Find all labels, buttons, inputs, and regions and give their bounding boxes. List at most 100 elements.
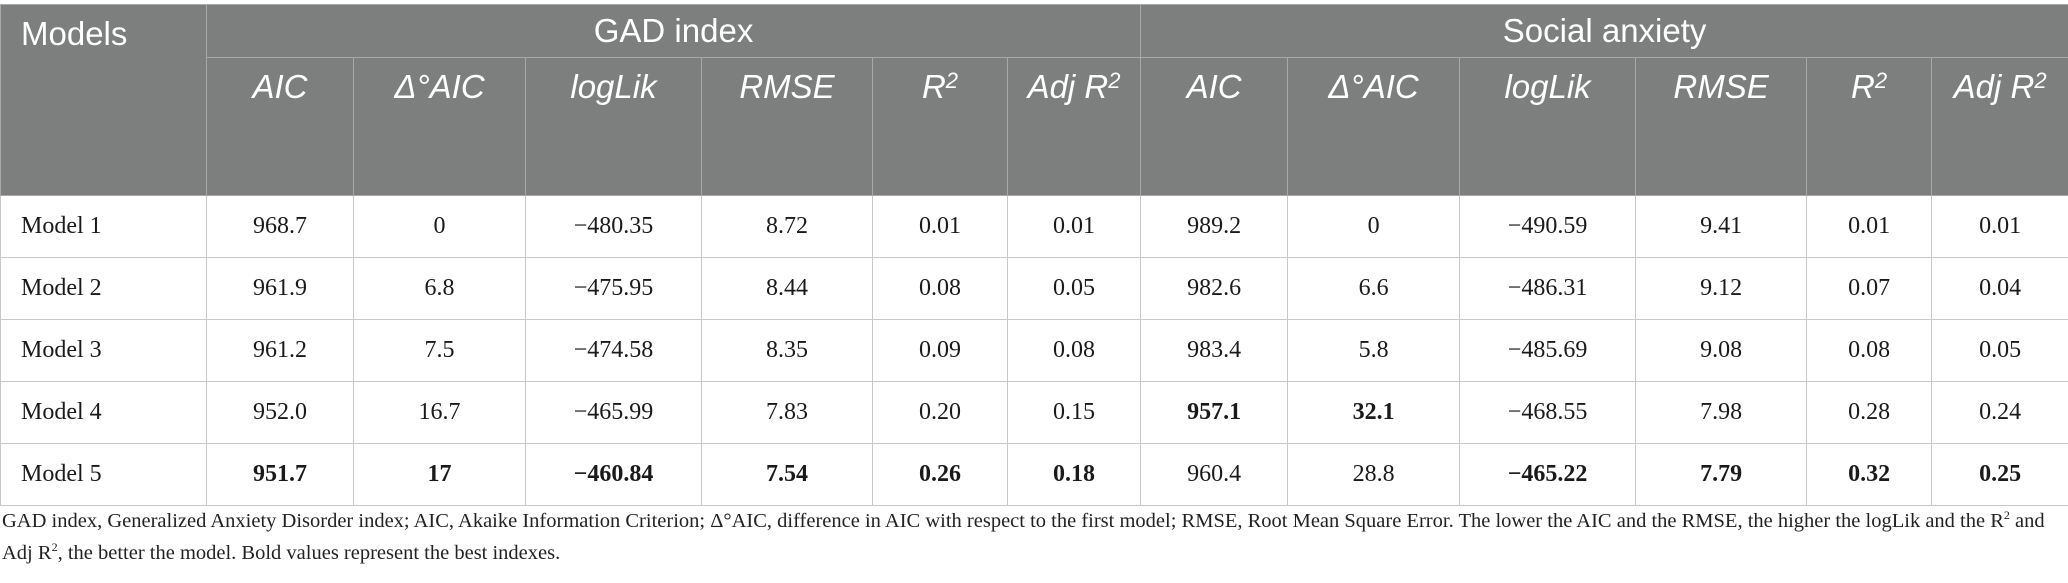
footnote-text-3: , the better the model. Bold values repr…: [57, 542, 561, 564]
footnote-text-1: GAD index, Generalized Anxiety Disorder …: [2, 510, 2004, 532]
value-cell: 17: [353, 443, 526, 506]
table-footnote: GAD index, Generalized Anxiety Disorder …: [2, 505, 2062, 569]
footnote-superscript-1: 2: [2003, 508, 2010, 522]
metric-header-social: R2: [1806, 57, 1933, 196]
table-row: Model 2 961.9 6.8 −475.95 8.44 0.08 0.05 982.6 6…: [0, 257, 2068, 320]
value-cell: 16.7: [353, 381, 526, 444]
metric-header-gad: RMSE: [701, 57, 873, 196]
value-cell: −474.58: [525, 319, 702, 382]
metric-header-label: RMSE: [1673, 68, 1769, 105]
value-cell: −465.22: [1459, 443, 1637, 506]
metric-header-gad: Δ°AIC: [353, 57, 526, 196]
footnote-superscript-2: 2: [51, 540, 58, 554]
value-cell: 6.6: [1287, 257, 1461, 320]
value-cell: 0.08: [872, 257, 1008, 320]
metric-header-superscript: 2: [1108, 68, 1121, 93]
model-name-cell: Model 4: [0, 381, 207, 444]
models-column-header: Models: [0, 4, 207, 196]
metric-header-label: AIC: [1186, 68, 1242, 105]
metric-header-label: AIC: [252, 68, 308, 105]
value-cell: 952.0: [206, 381, 354, 444]
value-cell: −475.95: [525, 257, 702, 320]
value-cell: 0.26: [872, 443, 1008, 506]
metric-header-label: Adj R: [1953, 68, 2035, 105]
footnote-text-2: and Adj R: [2, 510, 2045, 564]
metric-header-social: logLik: [1459, 57, 1637, 196]
value-cell: 0.07: [1806, 257, 1933, 320]
metric-header-superscript: 2: [945, 68, 959, 93]
value-cell: −465.99: [525, 381, 702, 444]
metric-header-social: Δ°AIC: [1287, 57, 1461, 196]
metric-header-row: AIC Δ°AIC logLik RMSE R2 Adj R2 AIC Δ°AIC logLik…: [1, 57, 2068, 196]
value-cell: 6.8: [353, 257, 526, 320]
value-cell: 7.54: [701, 443, 873, 506]
value-cell: 960.4: [1140, 443, 1289, 506]
value-cell: 0.01: [1806, 195, 1933, 258]
value-cell: 0.15: [1006, 381, 1142, 444]
table-row: Model 3 961.2 7.5 −474.58 8.35 0.09 0.08 983.4 5…: [0, 319, 2068, 382]
value-cell: 0.28: [1806, 381, 1933, 444]
value-cell: 0.01: [1006, 195, 1142, 258]
metric-header-label: logLik: [1504, 68, 1591, 105]
value-cell: 7.5: [353, 319, 526, 382]
model-name-cell: Model 5: [0, 443, 207, 506]
metric-header-label: logLik: [570, 68, 657, 105]
model-comparison-table: Models GAD index Social anxiety AIC Δ°AIC…: [0, 4, 2068, 506]
table-header: Models GAD index Social anxiety AIC Δ°AIC…: [0, 4, 2068, 196]
value-cell: 982.6: [1140, 257, 1289, 320]
value-cell: 8.72: [701, 195, 873, 258]
metric-header-label: R: [921, 68, 946, 105]
value-cell: 0: [353, 195, 526, 258]
metric-header-label: Δ°AIC: [394, 68, 485, 105]
metric-header-label: RMSE: [739, 68, 835, 105]
value-cell: 28.8: [1287, 443, 1461, 506]
table-row: Model 1 968.7 0 −480.35 8.72 0.01 0.01 989.2 0 −4…: [0, 195, 2068, 258]
group-header-gad-index: GAD index: [205, 4, 1142, 58]
value-cell: 0.05: [1006, 257, 1142, 320]
value-cell: 0: [1287, 195, 1461, 258]
value-cell: 8.35: [701, 319, 873, 382]
metric-header-superscript: 2: [2034, 68, 2047, 93]
value-cell: 5.8: [1287, 319, 1461, 382]
metric-header-gad: logLik: [525, 57, 702, 196]
value-cell: 957.1: [1140, 381, 1289, 444]
metric-header-label: R: [1851, 68, 1875, 105]
value-cell: 0.18: [1006, 443, 1142, 506]
value-cell: 961.9: [206, 257, 354, 320]
value-cell: 951.7: [206, 443, 354, 506]
value-cell: 9.08: [1635, 319, 1808, 382]
group-header-social-anxiety: Social anxiety: [1140, 4, 2068, 58]
value-cell: 0.09: [872, 319, 1008, 382]
value-cell: 9.41: [1635, 195, 1808, 258]
value-cell: 7.79: [1635, 443, 1808, 506]
value-cell: −480.35: [525, 195, 702, 258]
value-cell: 9.12: [1635, 257, 1808, 320]
value-cell: 0.20: [872, 381, 1008, 444]
value-cell: −490.59: [1459, 195, 1637, 258]
table-row: Model 4 952.0 16.7 −465.99 7.83 0.20 0.15 957.1…: [0, 381, 2068, 444]
value-cell: 0.08: [1006, 319, 1142, 382]
value-cell: 0.08: [1806, 319, 1933, 382]
model-name-cell: Model 3: [0, 319, 207, 382]
metric-header-gad: AIC: [206, 57, 354, 196]
value-cell: −485.69: [1459, 319, 1637, 382]
metric-header-gad: R2: [872, 57, 1008, 196]
metric-header-social: AIC: [1140, 57, 1289, 196]
value-cell: 0.05: [1931, 319, 2068, 382]
group-header-row: Models GAD index Social anxiety: [0, 4, 2068, 196]
value-cell: −460.84: [525, 443, 702, 506]
metric-header-label: Δ°AIC: [1328, 68, 1419, 105]
value-cell: −468.55: [1459, 381, 1637, 444]
model-name-cell: Model 1: [0, 195, 207, 258]
model-name-cell: Model 2: [0, 257, 207, 320]
value-cell: 961.2: [206, 319, 354, 382]
value-cell: 0.04: [1931, 257, 2068, 320]
value-cell: 0.32: [1806, 443, 1933, 506]
value-cell: 7.83: [701, 381, 873, 444]
value-cell: 0.24: [1931, 381, 2068, 444]
results-table-container: Models GAD index Social anxiety AIC Δ°AIC…: [0, 4, 2068, 506]
table-body: Model 1 968.7 0 −480.35 8.72 0.01 0.01 989.2 0 −4…: [0, 195, 2068, 506]
value-cell: 0.25: [1931, 443, 2068, 506]
value-cell: 989.2: [1140, 195, 1289, 258]
metric-header-social: Adj R2: [1931, 57, 2068, 196]
